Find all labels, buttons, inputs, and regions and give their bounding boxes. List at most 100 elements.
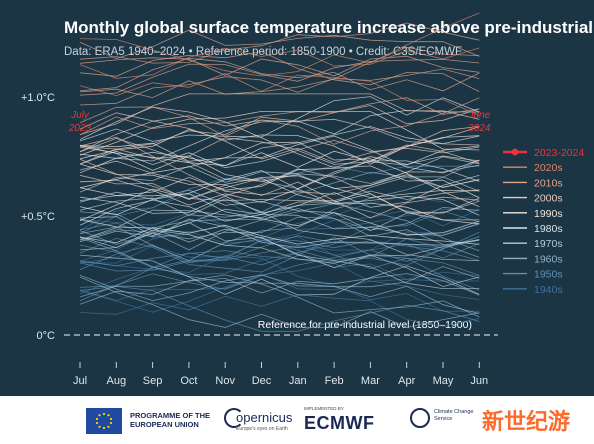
eu-flag-icon [86,408,122,434]
annotation-label: June [467,110,490,121]
legend-label-2010s: 2010s [534,177,563,189]
decade-line-1980s [79,224,480,245]
copernicus-mark-icon [224,408,244,428]
y-tick-label: 0°C [37,330,56,342]
y-tick-label: +0.5°C [21,211,55,223]
legend-label-2020s: 2020s [534,162,563,174]
footer-logos: PROGRAMME OF THE EUROPEAN UNION opernicu… [0,396,594,444]
decade-line-2000s [79,116,480,150]
decade-line-2010s [79,57,480,92]
decade-line-1980s [79,160,480,216]
decade-line-2020s [79,73,480,116]
decade-line-2000s [79,160,480,214]
x-tick-label: Aug [107,375,127,387]
decade-line-1940s [79,255,480,312]
watermark: 新世纪游 [482,409,571,434]
decade-line-2000s [79,105,480,152]
decade-line-1960s [79,276,480,328]
x-tick-label: Mar [361,375,380,387]
decade-line-1940s [79,273,480,313]
decade-line-1980s [79,174,480,214]
decade-line-1980s [79,193,480,236]
decade-line-1940s [79,236,480,264]
decade-line-1970s [79,229,480,264]
annotation-label: 2023 [68,123,92,134]
decade-line-1970s [79,254,480,296]
x-tick-label: Feb [325,375,344,387]
legend-label-2023-2024: 2023-2024 [534,147,584,159]
x-tick-label: Jul [73,375,87,387]
decade-line-1990s [79,135,480,174]
chart-title: Monthly global surface temperature incre… [64,18,594,37]
decade-line-1970s [79,189,480,232]
legend-label-1950s: 1950s [534,269,563,281]
x-tick-label: Sep [143,375,163,387]
decade-line-1990s [79,111,480,156]
decade-line-1950s [79,235,480,288]
decade-line-2000s [79,112,480,164]
legend-label-1980s: 1980s [534,223,563,235]
decade-line-1950s [79,245,480,291]
decade-line-1960s [79,274,480,314]
decade-line-1940s [79,294,480,327]
decade-line-2000s [79,158,480,202]
decade-line-1950s [79,236,480,302]
decade-line-1980s [79,96,480,142]
legend-label-2000s: 2000s [534,193,563,205]
reference-label: Reference for pre-industrial level (1850… [258,319,472,331]
decade-line-2010s [79,68,480,106]
decade-line-2000s [79,136,480,195]
decade-line-1990s [79,179,480,225]
decade-line-1970s [79,156,480,193]
x-tick-label: Jan [289,375,307,387]
legend-label-1960s: 1960s [534,253,563,265]
x-tick-label: Oct [180,375,197,387]
ecmwf-text: ECMWF [304,413,375,433]
decade-line-1960s [79,237,480,288]
decade-line-1980s [79,177,480,221]
decade-line-2010s [79,51,480,92]
x-tick-label: Apr [398,375,415,387]
decade-line-1970s [79,216,480,290]
eu-programme-text: PROGRAMME OF THE EUROPEAN UNION [130,411,210,429]
decade-line-2000s [79,137,480,165]
historical-lines [79,12,480,332]
decade-line-1940s [79,251,480,295]
legend-label-1940s: 1940s [534,284,563,296]
copernicus-text: opernicus [236,410,293,425]
decade-line-1980s [79,193,480,226]
decade-line-1990s [79,141,480,207]
legend-label-1970s: 1970s [534,238,563,250]
legend-marker-2023-2024 [511,148,519,156]
ccs-text: Climate Change Service [434,409,474,422]
decade-line-1990s [79,126,480,165]
annotation-label: 2024 [467,123,491,134]
legend-label-1990s: 1990s [534,208,563,220]
ecmwf-logo: IMPLEMENTED BY ECMWF [304,406,400,436]
decade-line-2010s [79,55,480,77]
decade-line-2010s [79,46,480,99]
ccs-mark-icon [410,408,430,428]
decade-line-1990s [79,144,480,189]
chart-svg: Reference for pre-industrial level (1850… [21,12,584,387]
copernicus-subtext: Europe's eyes on Earth [236,426,288,432]
x-tick-label: May [433,375,454,387]
decade-line-1960s [79,274,480,318]
y-tick-label: +1.0°C [21,92,55,104]
decade-line-2000s [79,137,480,189]
x-tick-label: Jun [470,375,488,387]
decade-line-2020s [79,47,480,79]
climate-change-service-logo: Climate Change Service [410,406,490,436]
decade-line-1960s [79,160,480,262]
decade-line-2000s [79,174,480,219]
decade-line-1950s [79,231,480,267]
decade-line-2020s [79,12,480,77]
annotation-label: July [70,110,90,121]
decade-line-2000s [79,93,480,135]
copernicus-logo: opernicus Europe's eyes on Earth [224,406,294,436]
x-tick-label: Nov [215,375,235,387]
decade-line-2010s [79,58,480,96]
decade-line-2010s [79,22,480,64]
decade-line-2010s [79,29,480,60]
decade-line-2010s [79,97,480,145]
